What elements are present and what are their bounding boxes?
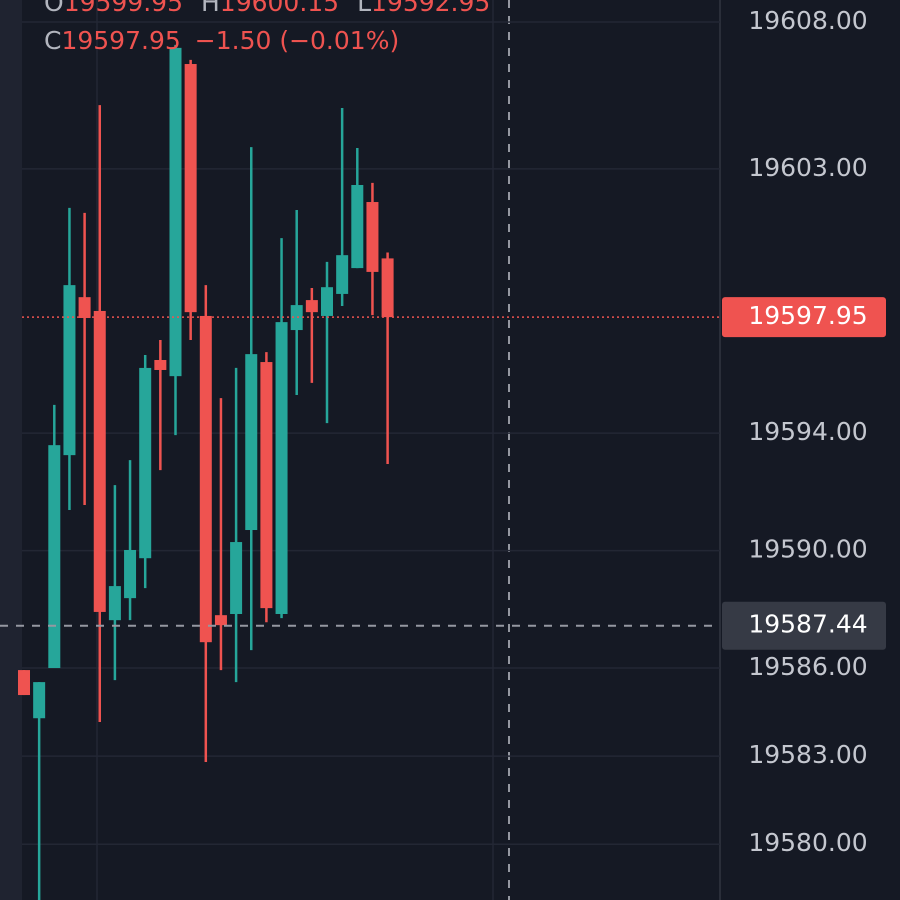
last-price-label: 19597.95	[748, 301, 867, 330]
candle-body	[290, 305, 303, 331]
candle-body	[305, 300, 318, 313]
last-price-box	[722, 297, 886, 338]
header-item: 19599.95	[64, 0, 183, 17]
y-tick-label: 19594.00	[748, 417, 867, 446]
candle-body	[260, 362, 273, 609]
y-tick-label: 19590.00	[748, 535, 867, 564]
candle-body	[275, 322, 288, 614]
candle-body	[230, 542, 243, 614]
candle-body	[33, 682, 46, 719]
header-item: L	[357, 0, 371, 17]
candle-body	[18, 670, 30, 696]
candle-body	[63, 285, 76, 456]
y-tick-label: 19583.00	[748, 740, 867, 769]
ohlc-header: O19599.95 H19600.15 L19592.95	[44, 0, 490, 17]
header-item: C	[44, 26, 61, 55]
header-item: H	[201, 0, 220, 17]
crosshair-label: 19587.44	[748, 610, 867, 639]
candle-body	[78, 297, 91, 319]
header-item: 19597.95	[61, 26, 180, 55]
header-item: 19592.95	[371, 0, 490, 17]
candle-body	[351, 184, 364, 269]
left-panel	[0, 0, 22, 900]
candle-body	[245, 354, 258, 531]
crosshair-box	[722, 601, 886, 650]
candle-body	[169, 47, 182, 377]
header-item: O	[44, 0, 64, 17]
candle-body	[321, 287, 333, 316]
candle-body	[124, 549, 137, 599]
candle-body	[108, 586, 121, 621]
candle-body	[199, 315, 212, 643]
candle-body	[381, 258, 394, 318]
y-tick-label: 19580.00	[748, 828, 867, 857]
header-item: 19600.15	[220, 0, 339, 17]
y-tick-label: 19608.00	[748, 6, 867, 35]
ohlc-header: C19597.95 −1.50 (−0.01%)	[44, 26, 399, 55]
candle-body	[48, 445, 61, 669]
y-tick-label: 19603.00	[748, 153, 867, 182]
candle-body	[366, 202, 379, 272]
candle-body	[154, 360, 167, 370]
candle-body	[184, 64, 197, 313]
candle-body	[214, 615, 227, 626]
candle-body	[336, 255, 349, 294]
header-item: −1.50 (−0.01%)	[195, 26, 399, 55]
candle-body	[139, 367, 152, 559]
y-tick-label: 19586.00	[748, 652, 867, 681]
candle-body	[93, 310, 106, 612]
